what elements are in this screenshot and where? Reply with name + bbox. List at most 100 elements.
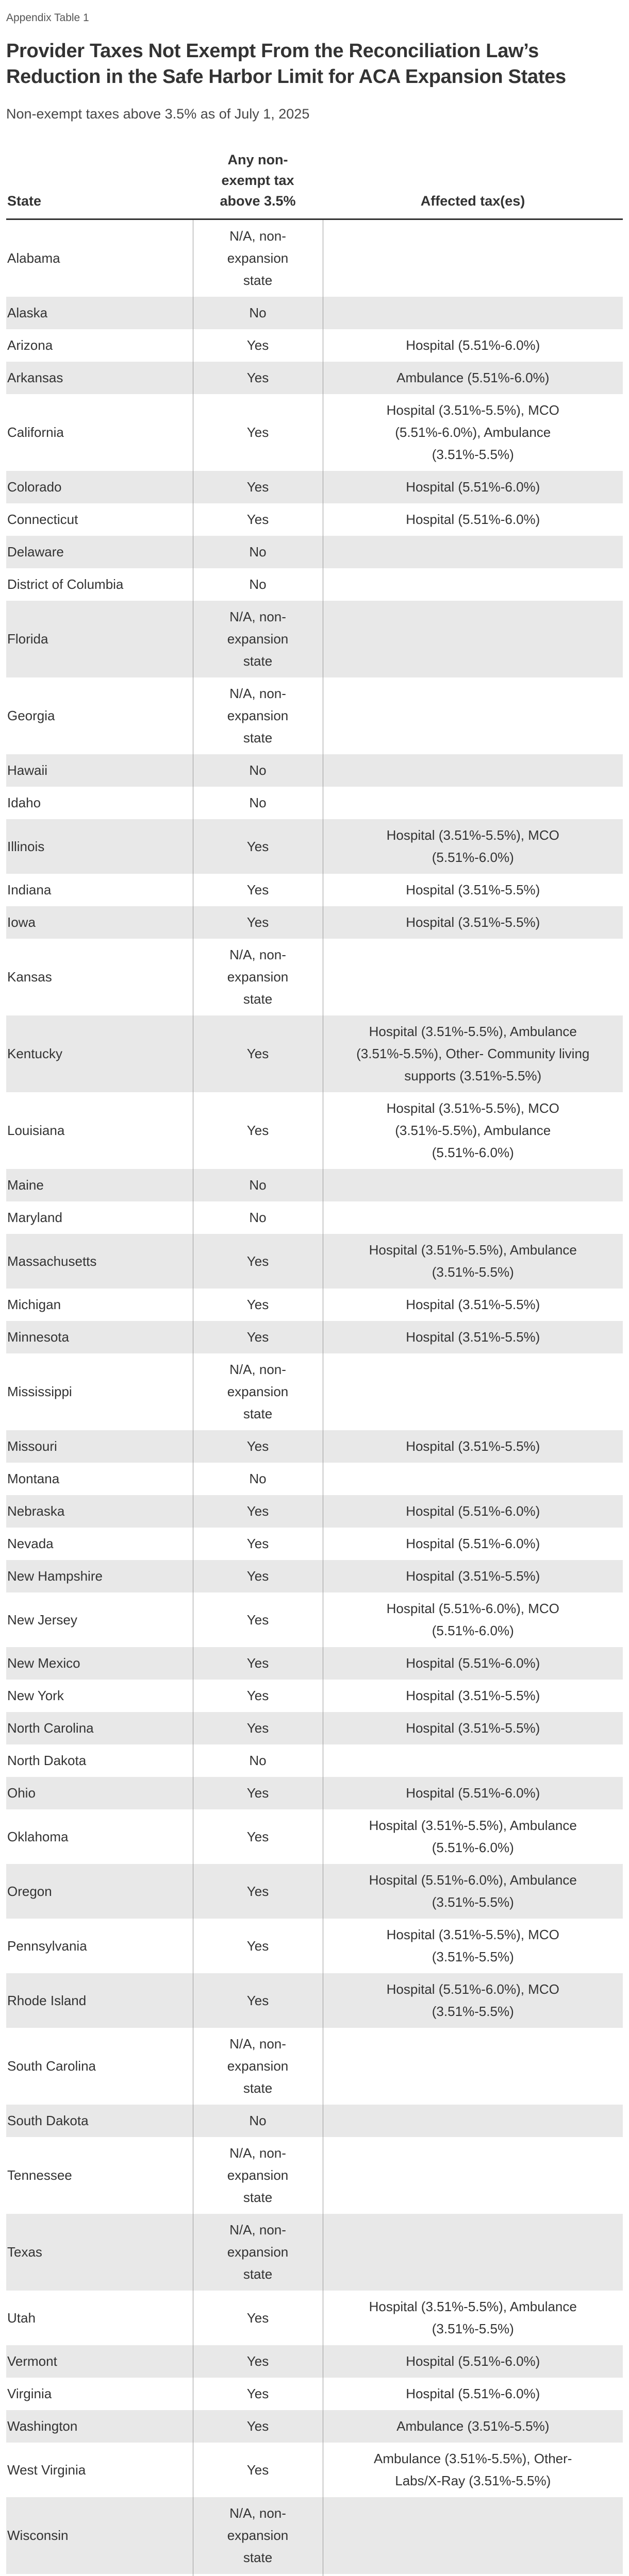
affected-taxes-cell (323, 787, 623, 819)
affected-taxes-cell: Hospital (3.51%-5.5%), Ambulance (5.51%-… (369, 1818, 577, 1855)
table-row: Maryland No (6, 1201, 623, 1234)
tax-status-cell: Yes (192, 2378, 323, 2410)
affected-taxes-cell: Hospital (3.51%-5.5%) (406, 882, 540, 897)
tax-status-value: N/A, non-expansion state (227, 686, 289, 745)
table-row: North Dakota No (6, 1744, 623, 1777)
tax-status-cell: Yes (192, 1592, 323, 1647)
table-row: Michigan Yes Hospital (3.51%-5.5%) (6, 1289, 623, 1321)
table-row: Missouri Yes Hospital (3.51%-5.5%) (6, 1430, 623, 1463)
affected-taxes-cell: Hospital (3.51%-5.5%) (406, 1720, 540, 1736)
tax-status-value: Yes (246, 1720, 269, 1736)
tax-status-cell: N/A, non-expansion state (192, 2214, 323, 2291)
affected-taxes-cell (323, 1169, 623, 1201)
tax-status-cell: Yes (192, 1015, 323, 1092)
tax-status-value: Yes (246, 425, 269, 440)
affected-taxes-cell: Hospital (3.51%-5.5%), MCO (5.51%-6.0%) (386, 827, 559, 865)
tax-status-value: Yes (246, 1438, 269, 1454)
affected-taxes-cell: Hospital (3.51%-5.5%), Ambulance (3.51%-… (369, 1242, 577, 1280)
affected-taxes-cell (323, 1463, 623, 1495)
tax-status-value: Yes (246, 1046, 269, 1061)
affected-taxes-cell (323, 754, 623, 787)
state-cell: Maine (7, 1177, 44, 1193)
state-cell: Arizona (7, 337, 53, 353)
state-cell: North Dakota (7, 1753, 87, 1768)
table-row: Pennsylvania Yes Hospital (3.51%-5.5%), MC… (6, 1919, 623, 1973)
tax-status-value: Yes (246, 1536, 269, 1551)
tax-status-cell: No (192, 754, 323, 787)
affected-taxes-cell: Hospital (5.51%-6.0%) (406, 479, 540, 495)
tax-status-cell: Yes (192, 471, 323, 503)
state-cell: West Virginia (7, 2462, 86, 2478)
state-cell: Iowa (7, 914, 36, 930)
state-cell: Minnesota (7, 1329, 69, 1345)
affected-taxes-cell (323, 939, 623, 1015)
affected-taxes-cell (323, 536, 623, 568)
affected-taxes-cell: Hospital (5.51%-6.0%), Ambulance (3.51%-… (369, 1872, 577, 1910)
tax-status-cell: N/A, non-expansion state (192, 2137, 323, 2214)
affected-taxes-cell (323, 2105, 623, 2137)
affected-taxes-cell: Hospital (3.51%-5.5%) (406, 1297, 540, 1312)
table-body: Alabama N/A, non-expansion state Alaska No A… (6, 219, 623, 2576)
affected-taxes-cell: Hospital (3.51%-5.5%) (406, 1438, 540, 1454)
tax-status-value: No (249, 1210, 267, 1225)
tax-status-cell: Yes (192, 2291, 323, 2345)
tax-status-value: Yes (246, 914, 269, 930)
tax-status-value: Yes (246, 2418, 269, 2434)
tax-status-value: Yes (246, 1253, 269, 1269)
state-cell: Pennsylvania (7, 1938, 87, 1954)
column-header-tax-status: Any non-exempt tax above 3.5% (193, 140, 323, 220)
state-cell: Alaska (7, 305, 48, 320)
tax-status-cell: No (192, 1744, 323, 1777)
tax-status-cell: Yes (192, 1864, 323, 1919)
page-title: Provider Taxes Not Exempt From the Recon… (6, 40, 566, 88)
state-cell: Oregon (7, 1883, 52, 1899)
state-cell: South Carolina (7, 2058, 96, 2074)
affected-taxes-cell: Hospital (3.51%-5.5%), Ambulance (3.51%-… (356, 1024, 590, 1083)
tax-status-value: N/A, non-expansion state (227, 228, 289, 288)
tax-status-cell: Yes (192, 1321, 323, 1353)
tax-status-cell: Yes (192, 2410, 323, 2443)
tax-status-cell: No (192, 787, 323, 819)
affected-taxes-cell: Hospital (5.51%-6.0%) (406, 337, 540, 353)
state-cell: Louisiana (7, 1123, 65, 1138)
tax-status-value: No (249, 795, 267, 810)
table-row: Nevada Yes Hospital (5.51%-6.0%) (6, 1528, 623, 1560)
tax-status-value: No (249, 544, 267, 560)
table-row: Tennessee N/A, non-expansion state (6, 2137, 623, 2214)
affected-taxes-cell: Hospital (5.51%-6.0%) (406, 1503, 540, 1519)
tax-status-value: Yes (246, 1655, 269, 1671)
table-row: South Carolina N/A, non-expansion state (6, 2028, 623, 2105)
table-row: Louisiana Yes Hospital (3.51%-5.5%), MCO (… (6, 1092, 623, 1169)
state-cell: Missouri (7, 1438, 57, 1454)
table-header: State Any non-exempt tax above 3.5% Affe… (6, 140, 623, 220)
table-row: Texas N/A, non-expansion state (6, 2214, 623, 2291)
state-cell: Ohio (7, 1785, 36, 1801)
tax-status-value: Yes (246, 1329, 269, 1345)
affected-taxes-cell (323, 677, 623, 754)
tax-status-cell: Yes (192, 362, 323, 394)
table-row: Florida N/A, non-expansion state (6, 601, 623, 677)
state-cell: California (7, 425, 64, 440)
affected-taxes-cell: Hospital (3.51%-5.5%) (406, 1688, 540, 1703)
state-cell: Michigan (7, 1297, 61, 1312)
table-row: Illinois Yes Hospital (3.51%-5.5%), MCO (5… (6, 819, 623, 874)
tax-status-cell: Yes (192, 1973, 323, 2028)
state-cell: Vermont (7, 2353, 57, 2369)
state-cell: Wisconsin (7, 2528, 69, 2543)
table-row: Colorado Yes Hospital (5.51%-6.0%) (6, 471, 623, 503)
table-row: Arizona Yes Hospital (5.51%-6.0%) (6, 329, 623, 362)
tax-status-value: Yes (246, 1568, 269, 1584)
state-cell: Maryland (7, 1210, 62, 1225)
table-row: North Carolina Yes Hospital (3.51%-5.5%) (6, 1712, 623, 1744)
tax-status-value: N/A, non-expansion state (227, 2036, 289, 2096)
affected-taxes-cell (323, 219, 623, 297)
tax-status-value: Yes (246, 1938, 269, 1954)
tax-status-cell: Yes (192, 1234, 323, 1289)
table-row: Minnesota Yes Hospital (3.51%-5.5%) (6, 1321, 623, 1353)
state-cell: New Jersey (7, 1612, 77, 1628)
tax-status-cell: N/A, non-expansion state (192, 677, 323, 754)
state-cell: Arkansas (7, 370, 63, 385)
tax-status-cell: No (192, 1169, 323, 1201)
affected-taxes-cell: Hospital (3.51%-5.5%), MCO (3.51%-5.5%) (386, 1927, 559, 1964)
